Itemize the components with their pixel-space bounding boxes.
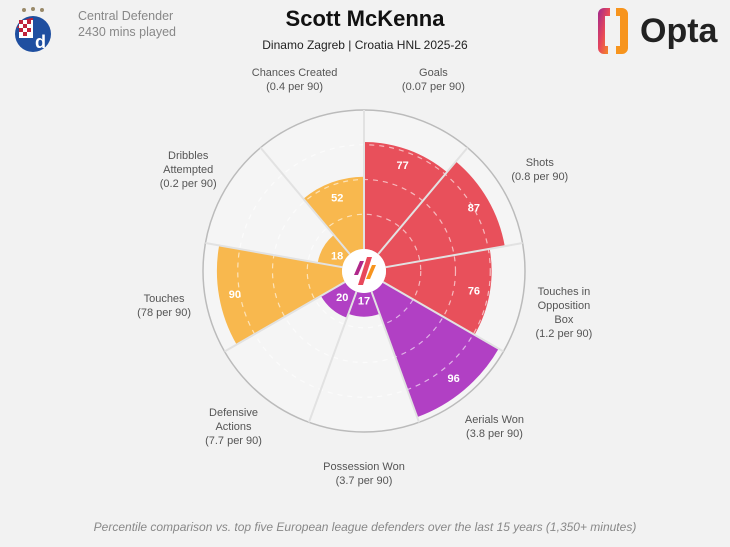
category-label: Goals (0.07 per 90): [373, 66, 493, 94]
category-name: Dribbles Attempted: [163, 149, 214, 176]
minutes-label: 2430 mins played: [78, 25, 176, 39]
per90-value: (78 per 90): [137, 307, 191, 320]
divider: [370, 291, 421, 423]
per90-value: (0.2 per 90): [159, 177, 217, 190]
center-logo-icon: [358, 257, 372, 285]
divider: [224, 281, 346, 353]
divider: [382, 281, 504, 353]
divider: [377, 147, 469, 255]
divider: [259, 147, 351, 255]
category-label: Touches in Opposition Box (1.2 per 90): [504, 285, 624, 341]
page-title: Scott McKenna: [285, 6, 445, 31]
wedge-dribbles-attempted: [317, 234, 350, 268]
value-label: 18: [331, 250, 343, 262]
divider: [205, 242, 343, 269]
category-name: Aerials Won: [464, 413, 525, 426]
wedge-aerials-won: [371, 282, 499, 418]
wedge-chances-created: [303, 176, 364, 255]
opta-logo: Opta: [596, 6, 717, 56]
player-info: Central Defender 2430 mins played: [78, 8, 176, 40]
category-label: Possession Won (3.7 per 90): [304, 460, 424, 488]
per90-value: (0.4 per 90): [266, 81, 323, 94]
category-label: Shots (0.8 per 90): [480, 156, 600, 184]
divider: [385, 242, 523, 269]
gridline-25: [306, 213, 422, 329]
per90-value: (0.07 per 90): [401, 81, 465, 94]
category-label: Touches (78 per 90): [104, 292, 224, 320]
center-logo-icon: [354, 261, 364, 275]
category-name: Defensive Actions: [209, 406, 258, 433]
category-name: Chances Created: [251, 67, 338, 80]
value-label: 17: [358, 296, 370, 308]
category-label: Chances Created (0.4 per 90): [235, 66, 355, 94]
category-label: Defensive Actions (7.7 per 90): [174, 406, 294, 448]
wedge-shots: [378, 161, 505, 268]
footnote: Percentile comparison vs. top five Europ…: [93, 520, 637, 534]
wedge-touches: [216, 245, 345, 345]
per90-value: (3.7 per 90): [335, 475, 393, 487]
value-label: 52: [331, 192, 343, 204]
position-label: Central Defender: [78, 9, 174, 23]
subtitle: Dinamo Zagreb | Croatia HNL 2025-26: [262, 38, 468, 52]
per90-value: (7.7 per 90): [205, 434, 262, 447]
category-name: Goals: [419, 67, 448, 80]
category-label: Aerials Won (3.8 per 90): [434, 413, 554, 441]
category-label: Dribbles Attempted (0.2 per 90): [128, 149, 248, 191]
value-label: 20: [336, 292, 348, 304]
value-label: 96: [448, 373, 460, 385]
category-name: Possession Won: [323, 461, 405, 473]
value-label: 90: [229, 289, 241, 301]
opta-wordmark: Opta: [640, 11, 718, 50]
value-label: 87: [468, 203, 480, 215]
divider: [307, 291, 358, 423]
per90-value: (3.8 per 90): [466, 427, 523, 440]
value-label: 76: [468, 285, 480, 297]
svg-text:d: d: [35, 32, 46, 52]
opta-logo-icon: [598, 8, 628, 54]
center-logo-icon: [366, 265, 376, 279]
value-label: 77: [397, 160, 409, 172]
per90-value: (1.2 per 90): [535, 328, 593, 341]
wedge-possession-won: [348, 291, 380, 317]
category-name: Touches in Opposition Box: [537, 286, 591, 327]
wedge-touches-in-opposition-box: [383, 248, 492, 335]
per90-value: (0.8 per 90): [511, 170, 569, 183]
club-crest: d: [15, 7, 51, 52]
wedge-goals: [364, 141, 447, 255]
category-name: Shots: [525, 156, 554, 169]
category-name: Touches: [143, 293, 185, 306]
